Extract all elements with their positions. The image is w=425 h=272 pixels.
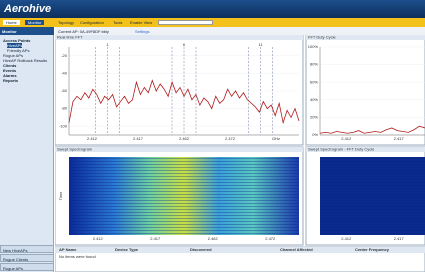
x-tick-label: 2.462	[179, 136, 190, 141]
nav-bar: Home Monitor Topology Configuration Tool…	[0, 18, 425, 27]
header: Aerohive	[0, 0, 425, 18]
panel-title: Swept Spectrogram	[57, 147, 93, 152]
tab[interactable]: Monitor	[25, 20, 44, 25]
panels: Real-time FFT -20 -40 -60 -80 -100 2.412 2.417 2…	[55, 35, 425, 272]
table-empty: No items were found	[59, 254, 96, 259]
table-header: Center Frequency	[355, 247, 390, 252]
search[interactable]	[158, 20, 213, 25]
y-tick-label: -80	[61, 106, 68, 111]
x-tick-label: 2.412	[87, 136, 98, 141]
panel-title: FFT Duty Cycle	[308, 35, 336, 40]
x-tick-label: 2.417	[394, 136, 405, 141]
x-tick-label: 2.462	[208, 236, 219, 241]
y-tick-label: -60	[61, 88, 68, 93]
tab[interactable]: Home	[3, 20, 20, 25]
sidebar-title: Monitor	[0, 27, 54, 35]
x-tick-label: 2.412	[341, 136, 352, 141]
logo: Aerohive	[4, 3, 51, 15]
menu[interactable]: Tools	[113, 20, 122, 25]
sidebar-item[interactable]: Reports	[3, 78, 18, 83]
y-tick-label: 20%	[310, 114, 318, 119]
x-tick-label: 2.472	[265, 236, 276, 241]
y-axis-label: Time	[58, 191, 63, 201]
current-ap: Current AP: 0A-49F8DF:bbly	[58, 29, 109, 34]
y-tick-label: 40%	[310, 97, 318, 102]
sidebar-link[interactable]: New HiveAPs	[0, 245, 54, 253]
x-tick-label: GHz	[272, 136, 280, 141]
x-tick-label: 2.417	[394, 236, 405, 241]
x-tick-label: 2.472	[225, 136, 236, 141]
menu[interactable]: Topology	[58, 20, 74, 25]
panel-title: Swept Spectrogram - FFT Duty Cycle	[308, 147, 375, 152]
table-header: AP Name	[59, 247, 77, 252]
x-tick-label: 2.412	[93, 236, 104, 241]
toolbar: Current AP: 0A-49F8DF:bbly Settings	[55, 27, 425, 35]
menu[interactable]: Configuration	[80, 20, 104, 25]
y-tick-label: 100%	[308, 44, 319, 49]
panel-title: Real-time FFT	[57, 35, 83, 40]
table-header: Device Type	[115, 247, 139, 252]
page: Aerohive Home Monitor Topology Configura…	[0, 0, 425, 272]
y-tick-label: 80%	[310, 62, 318, 67]
x-tick-label: 2.412	[341, 236, 352, 241]
x-tick-label: 2.417	[133, 136, 144, 141]
sidebar-link[interactable]: Rogue APs	[0, 263, 54, 271]
sidebar-link[interactable]: Rogue Clients	[0, 254, 54, 262]
y-tick-label: -40	[61, 70, 68, 75]
table-header: Channel Affected	[280, 247, 313, 252]
x-tick-label: 2.417	[150, 236, 161, 241]
y-tick-label: 60%	[310, 79, 318, 84]
table-header: Discovered	[190, 247, 212, 252]
y-tick-label: -20	[61, 53, 68, 58]
y-tick-label: 0%	[312, 132, 318, 137]
menu[interactable]: Enable View	[130, 20, 152, 25]
settings[interactable]: Settings	[135, 29, 149, 34]
y-tick-label: -100	[59, 123, 68, 128]
